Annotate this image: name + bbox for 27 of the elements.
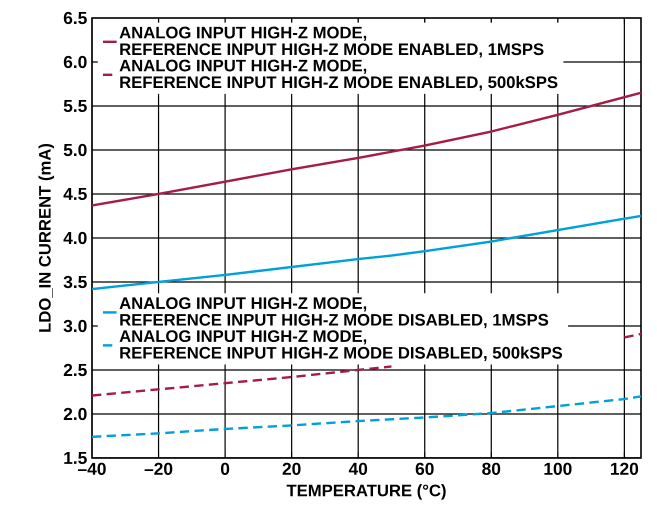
x-tick-label: 120 [610, 462, 638, 475]
x-tick-label: 20 [282, 462, 301, 475]
x-tick-label: –20 [144, 462, 172, 475]
y-tick-label: 2.0 [64, 408, 87, 420]
x-tick-label: 60 [416, 462, 434, 475]
y-tick-label: 4.5 [63, 188, 87, 200]
x-tick-label: 80 [482, 462, 500, 475]
legend-label: ANALOG INPUT HIGH-Z MODE, REFERENCE INPUT HIGH-Z MODE ENABLED, 500kSPS [120, 60, 558, 91]
x-tick-label: –40 [78, 462, 106, 475]
legend-label: ANALOG INPUT HIGH-Z MODE, REFERENCE INPUT HIGH-Z MODE DISABLED, 500kSPS [120, 330, 562, 362]
y-tick-label: 6.5 [64, 12, 87, 24]
x-tick-label: 100 [544, 462, 572, 475]
y-tick-label: 4.0 [63, 232, 87, 244]
y-tick-label: 2.5 [64, 364, 87, 376]
y-tick-label: 1.5 [64, 452, 87, 464]
y-tick-label: 3.0 [64, 320, 87, 332]
y-axis-title: LDO_IN CURRENT (mA) [38, 144, 54, 332]
y-tick-label: 3.5 [64, 276, 87, 288]
line-series [92, 92, 641, 207]
legend-label: ANALOG INPUT HIGH-Z MODE, REFERENCE INPUT HIGH-Z MODE DISABLED, 1MSPS [120, 297, 548, 328]
y-tick-label: 6.0 [64, 56, 87, 68]
y-tick-label: 5.0 [64, 144, 87, 156]
y-tick-label: 5.5 [64, 100, 87, 112]
x-axis-title: TEMPERATURE (°C) [286, 484, 446, 500]
x-tick-label: 0 [220, 462, 230, 475]
legend-label: ANALOG INPUT HIGH-Z MODE, REFERENCE INPUT HIGH-Z MODE ENABLED, 1MSPS [120, 26, 544, 58]
x-tick-label: 40 [348, 462, 368, 475]
